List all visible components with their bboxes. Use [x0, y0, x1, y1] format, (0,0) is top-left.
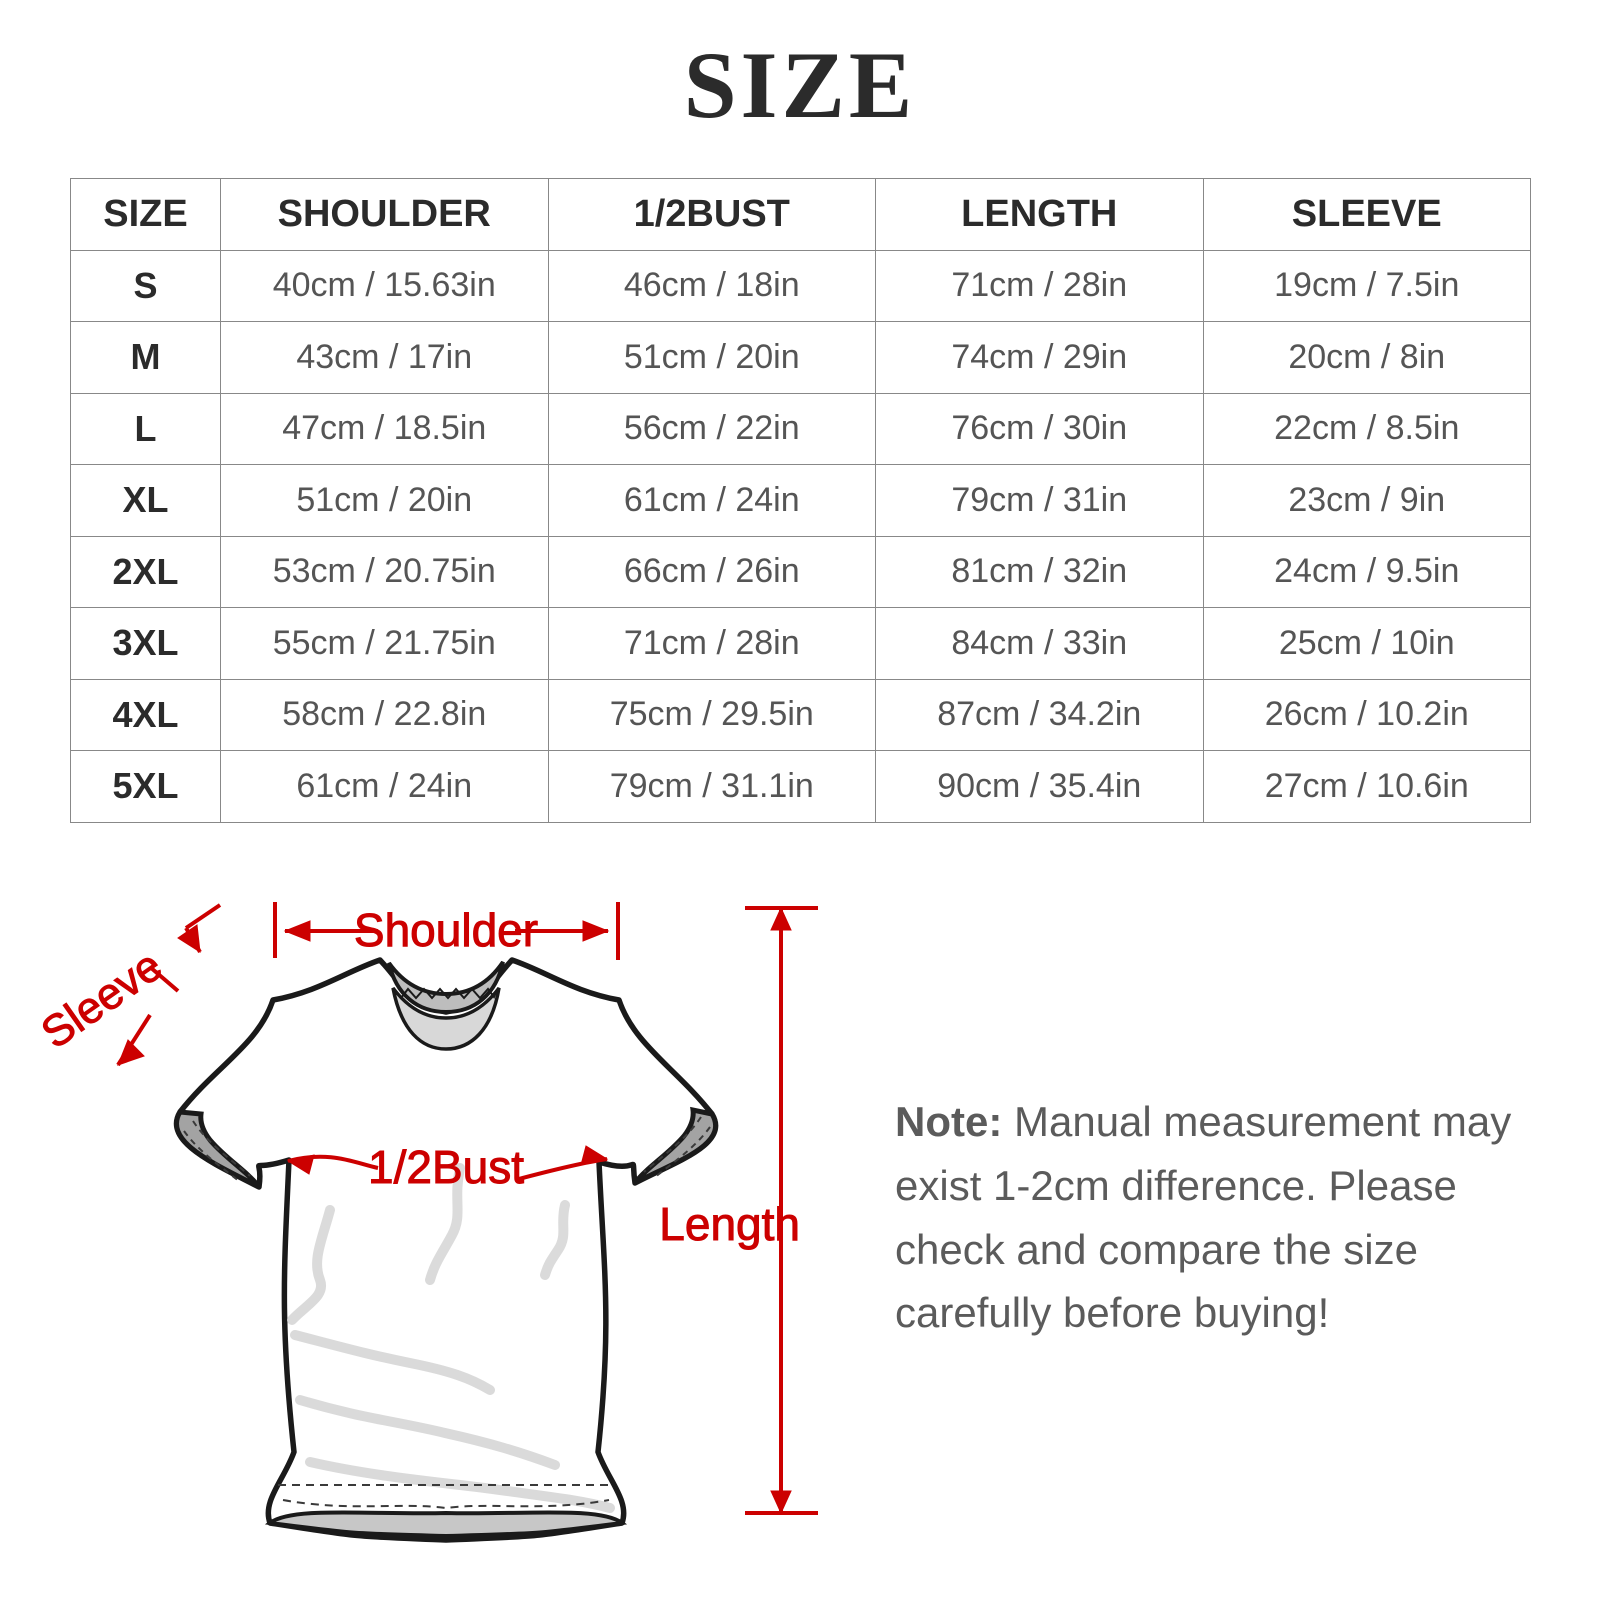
svg-text:Length: Length [659, 1198, 800, 1250]
svg-text:1/2Bust: 1/2Bust [368, 1141, 524, 1193]
svg-text:Shoulder: Shoulder [354, 904, 538, 956]
svg-text:Sleeve: Sleeve [33, 941, 171, 1058]
